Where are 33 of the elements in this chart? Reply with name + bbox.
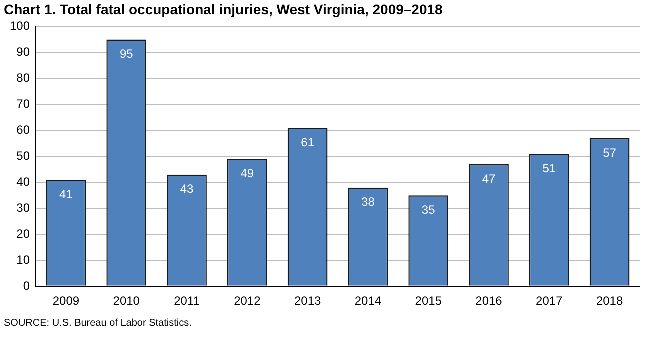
- y-tick-label: 40: [16, 174, 30, 189]
- data-label: 41: [60, 187, 74, 202]
- y-tick-label: 0: [23, 278, 30, 293]
- x-tick-label: 2017: [536, 294, 564, 308]
- data-label: 51: [542, 161, 556, 176]
- x-tick-label: 2012: [234, 294, 262, 308]
- chart-title: Chart 1. Total fatal occupational injuries, West Virginia, 2009–2018: [4, 1, 444, 18]
- y-tick-label: 20: [16, 226, 30, 241]
- x-tick-label: 2013: [294, 294, 322, 308]
- source-note: SOURCE: U.S. Bureau of Labor Statistics.: [4, 318, 192, 329]
- y-tick-label: 10: [16, 252, 30, 267]
- y-tick-label: 30: [16, 200, 30, 215]
- y-tick-label: 80: [16, 71, 30, 86]
- y-tick-label: 50: [16, 149, 30, 164]
- data-label: 95: [120, 47, 134, 62]
- x-tick-label: 2016: [476, 294, 503, 308]
- x-tick-label: 2015: [415, 294, 442, 308]
- y-tick-label: 100: [10, 19, 30, 34]
- data-label: 49: [240, 166, 254, 181]
- data-label: 61: [301, 135, 315, 150]
- data-label: 57: [603, 146, 617, 160]
- x-tick-label: 2018: [596, 294, 624, 308]
- y-tick-label: 90: [16, 45, 30, 60]
- x-tick-label: 2009: [52, 294, 80, 308]
- y-tick-label: 70: [16, 97, 30, 112]
- x-tick-label: 2010: [113, 294, 140, 308]
- data-label: 38: [362, 195, 376, 210]
- data-label: 47: [482, 172, 496, 186]
- data-label: 43: [180, 182, 194, 196]
- x-tick-label: 2014: [354, 294, 382, 308]
- y-tick-label: 60: [16, 123, 30, 138]
- x-tick-label: 2011: [174, 294, 200, 308]
- data-label: 35: [422, 202, 436, 217]
